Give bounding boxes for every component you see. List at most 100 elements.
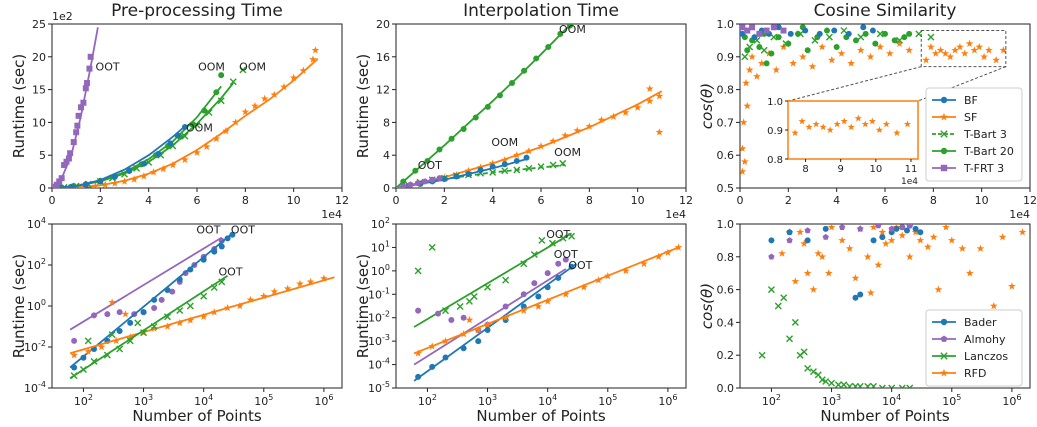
zoom-source-box xyxy=(920,30,1007,68)
annotation-label: OOM xyxy=(559,23,586,36)
data-point xyxy=(856,46,865,54)
y-tick-label: 100 xyxy=(27,298,46,313)
data-point xyxy=(472,114,479,121)
data-point xyxy=(940,335,948,342)
data-point xyxy=(837,49,846,57)
data-point xyxy=(174,132,181,139)
y-tick-label: 8 xyxy=(383,116,390,129)
data-point xyxy=(922,56,930,64)
data-point xyxy=(201,107,208,114)
data-point xyxy=(875,224,882,229)
data-point xyxy=(763,27,770,34)
data-point xyxy=(501,161,508,168)
data-point xyxy=(186,302,194,310)
data-point xyxy=(655,92,664,100)
x-tick-label: 2 xyxy=(441,194,448,207)
legend-label: T-Bart 3 xyxy=(963,128,1007,141)
data-point xyxy=(740,24,746,31)
data-point xyxy=(751,34,758,41)
data-point xyxy=(655,128,664,136)
data-point xyxy=(840,27,848,35)
data-point xyxy=(879,234,886,241)
zoom-connector xyxy=(917,66,1007,102)
data-point xyxy=(465,315,474,324)
data-point xyxy=(876,42,885,51)
y-tick-label: 15 xyxy=(32,84,46,97)
data-point xyxy=(812,120,820,128)
y-tick-label: 5 xyxy=(39,149,46,162)
data-point xyxy=(818,252,827,261)
data-point xyxy=(465,297,473,305)
data-point xyxy=(804,364,812,372)
data-point xyxy=(947,236,956,244)
x-tick-label: 12 xyxy=(679,194,693,207)
data-point xyxy=(239,66,247,74)
plot-frame xyxy=(739,223,1031,389)
data-point xyxy=(442,354,449,361)
y-tick-label: 12 xyxy=(376,84,390,97)
x-tick-label: 2 xyxy=(785,194,792,207)
data-point xyxy=(311,46,320,54)
y-tick-label: 10-2 xyxy=(368,310,390,325)
chart-p5: 102 103 104 105 106 10-5 10-4 10-3 10-2 10-1 100 10… xyxy=(354,216,687,425)
y-tick-label: 10-2 xyxy=(24,339,46,354)
data-point xyxy=(65,155,72,162)
data-point xyxy=(429,176,436,183)
y-tick-label: 1.0 xyxy=(717,218,735,231)
data-point xyxy=(804,237,811,244)
data-point xyxy=(939,368,949,377)
data-point xyxy=(270,287,279,295)
data-point xyxy=(283,284,292,292)
data-point xyxy=(512,151,521,159)
data-point xyxy=(853,37,859,44)
data-point xyxy=(645,97,654,105)
data-point xyxy=(407,181,414,188)
data-point xyxy=(502,303,509,310)
data-point xyxy=(414,267,422,275)
data-point xyxy=(116,309,123,316)
data-point xyxy=(218,278,226,286)
data-point xyxy=(460,125,467,132)
data-point xyxy=(881,239,890,247)
y-tick-label: 10-4 xyxy=(368,357,390,372)
data-point xyxy=(545,43,552,50)
data-point xyxy=(429,363,436,370)
legend-label: SF xyxy=(964,111,977,124)
data-point xyxy=(749,24,756,31)
x-tick-label: 12 xyxy=(335,194,349,207)
data-point xyxy=(116,345,124,353)
data-point xyxy=(251,101,259,110)
plot-area xyxy=(758,224,1027,388)
y-tick-label: 100 xyxy=(371,263,390,278)
data-point xyxy=(840,381,848,388)
data-point xyxy=(674,243,683,251)
x-tick-label: 0 xyxy=(49,194,56,207)
data-point xyxy=(798,52,807,61)
data-point xyxy=(513,157,520,164)
data-point xyxy=(555,260,562,267)
data-point xyxy=(70,351,78,359)
data-point xyxy=(151,304,158,311)
y-tick-label: 0.8 xyxy=(717,251,735,264)
data-point xyxy=(965,39,974,47)
data-point xyxy=(864,382,872,388)
x-tick-label: 102 xyxy=(74,393,93,408)
data-point xyxy=(299,66,308,74)
data-point xyxy=(87,53,94,60)
data-point xyxy=(939,112,949,121)
data-point xyxy=(509,80,515,87)
data-point xyxy=(740,118,748,126)
data-point xyxy=(543,297,552,305)
data-point xyxy=(960,49,969,57)
data-point xyxy=(951,46,959,54)
data-point xyxy=(58,175,65,182)
data-point xyxy=(767,286,775,294)
data-point xyxy=(809,285,818,293)
data-point xyxy=(891,37,898,44)
data-point xyxy=(53,181,60,188)
data-point xyxy=(139,172,148,180)
x-tick-label: 12 xyxy=(1023,194,1037,207)
data-point xyxy=(521,67,528,74)
data-point xyxy=(513,166,521,174)
data-point xyxy=(744,27,751,34)
